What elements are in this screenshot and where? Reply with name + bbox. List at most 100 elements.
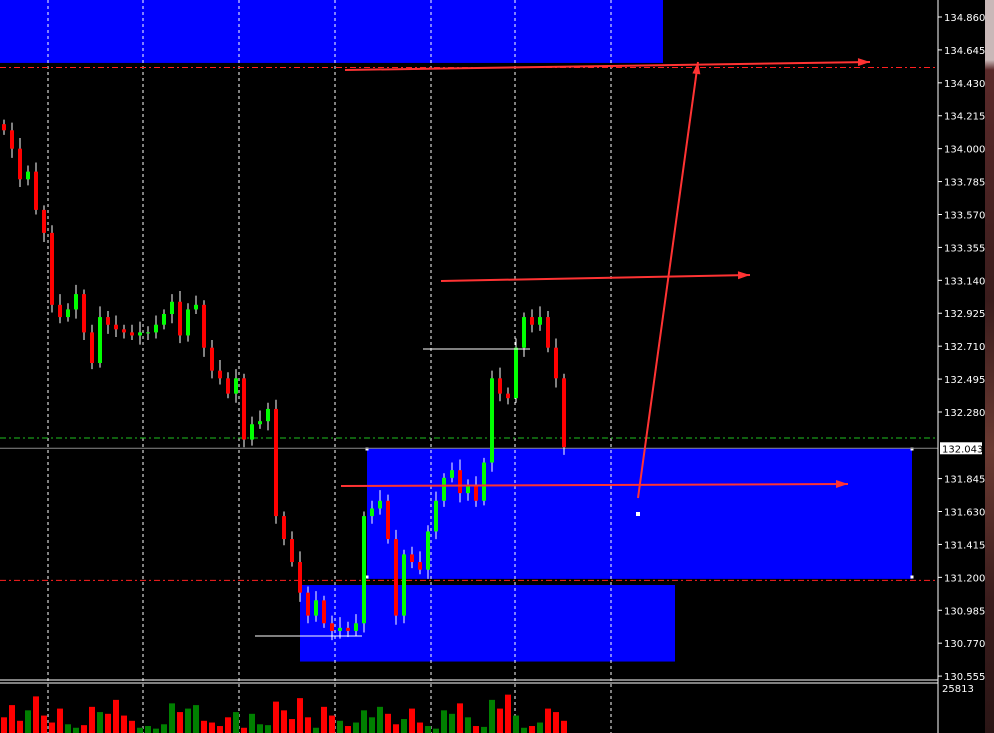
candle-body [370,508,374,517]
axis-tick-label: 132.710 [944,342,985,353]
candle-body [18,148,22,180]
candle-body [538,317,542,325]
axis-tick-label: 131.630 [944,508,985,519]
zones [0,0,914,662]
zone-handle [910,447,914,451]
candle-body [178,301,182,336]
candle-body [58,304,62,318]
volume-bars [0,679,938,733]
volume-bar [153,728,159,733]
axis-tick-label: 130.555 [944,672,985,683]
scrollbar[interactable] [985,0,994,733]
candle-body [186,309,190,336]
candle-body [218,370,222,379]
candle-body [298,562,302,593]
candle-body [434,500,438,532]
axis-tick-label: 131.200 [944,573,985,584]
axis-tick-label: 133.355 [944,243,985,254]
candle-body [26,171,30,180]
candle-body [450,470,454,478]
volume-bar [97,712,103,733]
volume-bar [425,726,431,733]
candle-body [330,623,334,631]
arrow-line [344,61,871,71]
volume-bar [561,720,567,733]
axis-tick-label: 131.415 [944,540,985,551]
volume-bar [105,713,111,733]
candle-body [138,332,142,336]
volume-bar [401,719,407,733]
candle-body [338,627,342,631]
candle-body [258,421,262,425]
volume-bar [177,712,183,733]
volume-bar [249,713,255,733]
volume-bar [529,726,535,733]
candle-body [122,329,126,333]
volume-bar [129,720,135,733]
volume-max-label: 25813 [942,684,974,695]
candle-body [50,232,54,305]
volume-bar [313,727,319,733]
volume-bar [521,727,527,733]
volume-bar [241,727,247,733]
volume-bar [553,712,559,733]
candle-body [34,171,38,210]
volume-bar [89,706,95,733]
zone-handle [910,575,914,579]
candle-body [242,378,246,440]
axis-tick-label: 134.860 [944,13,985,24]
candle-body [154,324,158,333]
volume-bar [193,705,199,733]
candle-body [402,554,406,616]
candle-body [322,600,326,624]
volume-bar [145,726,151,733]
volume-bar [121,715,127,733]
annotations [255,58,871,637]
volume-bar [441,710,447,733]
volume-bar [57,708,63,733]
volume-bar [17,720,23,733]
axis-tick-label: 131.845 [944,475,985,486]
candle-body [274,408,278,517]
candle-body [282,516,286,540]
volume-bar [81,725,87,733]
volume-bar [481,726,487,733]
candle-body [314,600,318,616]
volume-bar [361,710,367,733]
volume-bar [537,722,543,733]
candle-body [210,347,214,371]
volume-bar [9,705,15,733]
axis-tick-label: 133.140 [944,276,985,287]
axis-tick-label: 130.985 [944,606,985,617]
axis-tick-label: 133.570 [944,210,985,221]
volume-bar [345,726,351,733]
candle-body [194,304,198,310]
price-levels [0,67,938,581]
volume-bar [113,699,119,733]
volume-bar [489,699,495,733]
volume-bar [513,715,519,733]
current-price-label: 132.043 [942,444,983,455]
volume-bar [161,724,167,733]
candle-body [506,393,510,399]
volume-bar [449,713,455,733]
volume-bar [385,713,391,733]
candle-body [42,209,46,233]
candle-body [546,317,550,348]
volume-bar [217,726,223,733]
volume-bar [305,717,311,733]
axis-tick-label: 132.925 [944,309,985,320]
candle-body [466,485,470,494]
candle-body [530,317,534,325]
volume-bar [329,715,335,733]
candle-body [562,378,566,448]
candle-body [162,314,166,325]
candle-body [170,301,174,315]
candle-body [106,317,110,325]
volume-bar [337,720,343,733]
volume-bar [457,703,463,733]
candle-body [114,324,118,330]
volume-bar [497,708,503,733]
axis-tick-label: 132.280 [944,408,985,419]
